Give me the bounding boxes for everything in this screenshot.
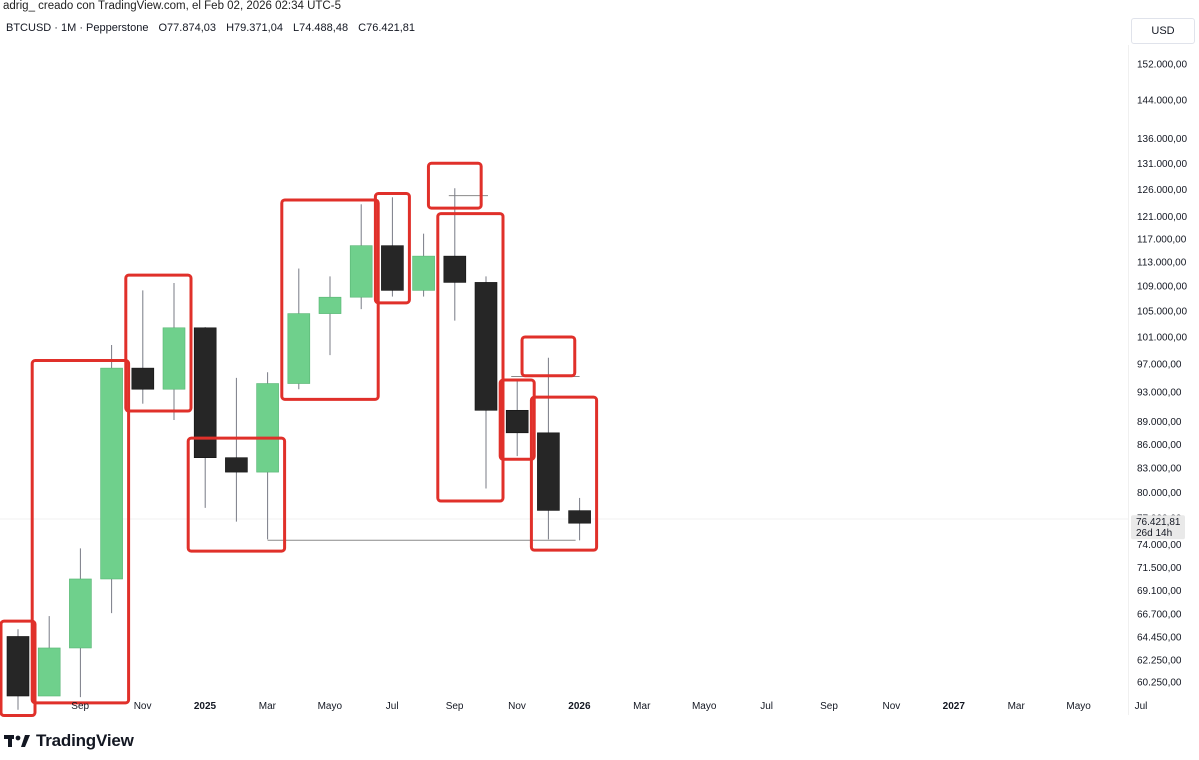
price-tick-label: 66.700,00: [1137, 610, 1182, 621]
price-tick-label: 105.000,00: [1137, 307, 1187, 318]
highlight-box: [426, 161, 483, 210]
price-tick-label: 113.000,00: [1137, 258, 1187, 269]
time-tick-label: Mayo: [1066, 701, 1091, 712]
price-tick-label: 126.000,00: [1137, 185, 1187, 196]
price-tick-label: 64.450,00: [1137, 632, 1182, 643]
symbol-legend: BTCUSD · 1M · Pepperstone O77.874,03 H79…: [6, 22, 422, 34]
time-tick-label: Mar: [633, 701, 651, 712]
ohlc-open: O77.874,03: [158, 22, 217, 34]
candle-body[interactable]: [69, 578, 92, 649]
price-tick-label: 152.000,00: [1137, 60, 1187, 71]
highlight-box: [436, 212, 505, 503]
highlight-box: [520, 335, 577, 378]
candle-body[interactable]: [193, 327, 217, 458]
time-tick-label: Nov: [883, 701, 901, 712]
candle-body[interactable]: [443, 255, 467, 283]
highlight-box: [0, 619, 37, 718]
candle-body[interactable]: [537, 432, 560, 511]
tradingview-logo-icon: [4, 735, 30, 747]
time-tick-label: Sep: [446, 701, 464, 712]
candle-body[interactable]: [381, 245, 404, 291]
price-tick-label: 74.000,00: [1137, 540, 1182, 551]
price-tick-label: 97.000,00: [1137, 359, 1182, 370]
time-tick-label: Mayo: [692, 701, 717, 712]
price-tick-label: 80.000,00: [1137, 488, 1182, 499]
price-tick-label: 101.000,00: [1137, 332, 1187, 343]
time-tick-label: Nov: [508, 701, 526, 712]
tradingview-brand[interactable]: TradingView: [4, 731, 134, 751]
currency-button[interactable]: USD: [1131, 18, 1195, 44]
symbol-name[interactable]: BTCUSD · 1M · Pepperstone: [6, 22, 149, 34]
price-tick-label: 89.000,00: [1137, 417, 1182, 428]
highlight-box: [498, 378, 536, 461]
candle-body[interactable]: [568, 510, 591, 524]
candle-body[interactable]: [6, 636, 30, 697]
candle-body[interactable]: [318, 296, 342, 314]
price-tick-label: 62.250,00: [1137, 656, 1182, 667]
time-tick-label: 2026: [568, 701, 591, 712]
price-tick-label: 109.000,00: [1137, 282, 1187, 293]
time-tick-label: Sep: [71, 701, 89, 712]
time-tick-label: 2025: [194, 701, 217, 712]
price-axis[interactable]: [1128, 45, 1199, 715]
candlestick-chart[interactable]: 152.000,00 144.000,00 136.000,00 131.000,00…: [0, 0, 1199, 720]
time-tick-label: Nov: [134, 701, 152, 712]
candle-body[interactable]: [131, 367, 155, 390]
ohlc-high: H79.371,04: [226, 22, 283, 34]
bar-countdown: 26d 14h: [1136, 528, 1172, 539]
time-tick-label: Jul: [1135, 701, 1148, 712]
highlight-box: [280, 198, 380, 401]
candle-body[interactable]: [225, 457, 248, 473]
chart-credit-text: adrig_ creado con TradingView.com, el Fe…: [3, 0, 341, 12]
time-tick-label: Mayo: [318, 701, 343, 712]
candle-body[interactable]: [162, 327, 186, 390]
price-tick-label: 69.100,00: [1137, 586, 1182, 597]
time-tick-label: Mar: [259, 701, 277, 712]
price-tick-label: 60.250,00: [1137, 678, 1182, 689]
last-price-value: 76.421,81: [1136, 517, 1181, 528]
highlight-box: [373, 192, 411, 305]
price-tick-label: 86.000,00: [1137, 440, 1182, 451]
price-tick-label: 144.000,00: [1137, 96, 1187, 107]
last-price-badge[interactable]: [1131, 515, 1185, 540]
candle-body[interactable]: [100, 367, 123, 580]
highlight-box: [30, 359, 131, 705]
ohlc-close: C76.421,81: [358, 22, 416, 34]
time-tick-label: Sep: [820, 701, 838, 712]
highlight-box: [186, 436, 287, 553]
highlight-box: [124, 273, 193, 413]
price-tick-label: 136.000,00: [1137, 134, 1187, 145]
time-tick-label: 2027: [943, 701, 966, 712]
time-tick-label: Mar: [1008, 701, 1026, 712]
brand-name: TradingView: [36, 731, 134, 750]
price-tick-label: 121.000,00: [1137, 212, 1187, 223]
candle-body[interactable]: [256, 383, 279, 473]
price-tick-label: 71.500,00: [1137, 563, 1182, 574]
price-tick-label: 93.000,00: [1137, 388, 1182, 399]
candle-body[interactable]: [349, 245, 373, 298]
time-tick-label: Jul: [760, 701, 773, 712]
highlight-box: [529, 395, 599, 552]
candle-body[interactable]: [505, 409, 529, 434]
price-tick-label: 131.000,00: [1137, 159, 1187, 170]
price-tick-label: 117.000,00: [1137, 234, 1187, 245]
candle-body[interactable]: [287, 313, 311, 384]
candle-body[interactable]: [412, 255, 435, 291]
price-tick-label: 83.000,00: [1137, 464, 1182, 475]
candle-body[interactable]: [37, 647, 61, 697]
ohlc-low: L74.488,48: [293, 22, 349, 34]
candle-body[interactable]: [474, 282, 498, 411]
time-tick-label: Jul: [386, 701, 399, 712]
